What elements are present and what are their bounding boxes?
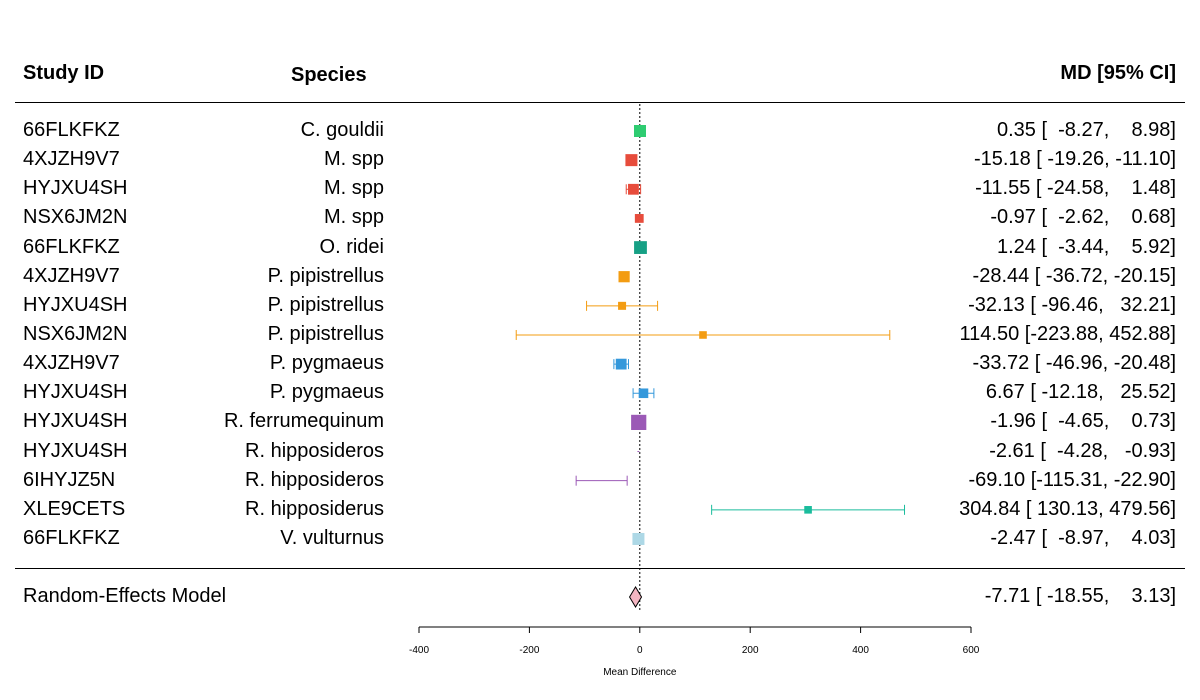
- row-species: V. vulturnus: [280, 526, 384, 549]
- row-ci-text: 6.67 [ -12.18, 25.52]: [985, 381, 1176, 404]
- row-ci-text: 0.35 [ -8.27, 8.98]: [996, 119, 1176, 141]
- header-species: Species: [291, 64, 367, 86]
- row-species: R. ferrumequinum: [223, 410, 384, 433]
- row-species: O. ridei: [319, 235, 384, 258]
- row-species: R. hipposiderus: [245, 497, 384, 520]
- row-species: M. spp: [323, 177, 384, 200]
- row-study-id: NSX6JM2N: [23, 322, 128, 345]
- row-study-id: HYJXU4SH: [23, 381, 128, 404]
- row-species: P. pygmaeus: [269, 352, 384, 375]
- x-tick-label: 600: [963, 645, 980, 656]
- row-ci-text: -11.55 [ -24.58, 1.48]: [975, 177, 1176, 200]
- point-estimate: [804, 506, 812, 514]
- point-estimate: [618, 271, 630, 283]
- header-effect: MD [95% CI]: [1060, 62, 1176, 84]
- row-study-id: 4XJZH9V7: [23, 352, 120, 375]
- row-study-id: 6IHYJZ5N: [23, 468, 116, 491]
- point-estimate: [634, 214, 644, 223]
- row-study-id: XLE9CETS: [23, 497, 126, 520]
- x-tick-label: 200: [742, 645, 759, 656]
- row-species: M. spp: [323, 148, 384, 171]
- point-estimate: [633, 125, 646, 137]
- summary-label: Random-Effects Model: [23, 585, 227, 607]
- point-estimate: [631, 414, 647, 430]
- row-ci-text: -33.72 [ -46.96, -20.48]: [972, 352, 1176, 375]
- summary-rule: [15, 568, 1185, 569]
- point-estimate: [634, 241, 647, 254]
- x-tick-label: -400: [409, 645, 429, 656]
- row-study-id: 4XJZH9V7: [23, 264, 120, 287]
- header-rule: [15, 102, 1185, 103]
- point-estimate: [618, 301, 627, 310]
- header-study-id: Study ID: [23, 62, 105, 84]
- row-study-id: 66FLKFKZ: [23, 526, 120, 549]
- row-study-id: 66FLKFKZ: [23, 235, 120, 258]
- row-study-id: HYJXU4SH: [23, 439, 128, 462]
- row-species: R. hipposideros: [245, 468, 384, 491]
- row-ci-text: -15.18 [ -19.26, -11.10]: [974, 148, 1176, 171]
- row-species: P. pipistrellus: [267, 322, 384, 345]
- row-ci-text: 304.84 [ 130.13, 479.56]: [959, 497, 1176, 520]
- x-tick-label: 0: [637, 645, 643, 656]
- row-study-id: 66FLKFKZ: [23, 119, 120, 141]
- row-ci-text: -32.13 [ -96.46, 32.21]: [968, 293, 1176, 316]
- row-study-id: NSX6JM2N: [23, 206, 128, 229]
- row-ci-text: 1.24 [ -3.44, 5.92]: [996, 235, 1176, 258]
- row-ci-text: -0.97 [ -2.62, 0.68]: [990, 206, 1176, 229]
- summary-ci-text: -7.71 [ -18.55, 3.13]: [984, 585, 1176, 607]
- row-study-id: HYJXU4SH: [23, 293, 128, 316]
- point-estimate: [625, 154, 638, 167]
- row-ci-text: -69.10 [-115.31, -22.90]: [968, 468, 1176, 491]
- point-estimate: [615, 358, 627, 370]
- row-study-id: 4XJZH9V7: [23, 148, 120, 171]
- point-estimate: [638, 388, 649, 399]
- point-estimate: [632, 532, 645, 545]
- x-tick-label: -200: [519, 645, 539, 656]
- row-ci-text: -2.47 [ -8.97, 4.03]: [990, 526, 1176, 549]
- row-species: C. gouldii: [300, 119, 384, 141]
- row-species: P. pipistrellus: [267, 293, 384, 316]
- x-axis-label: Mean Difference: [603, 667, 677, 678]
- point-estimate: [628, 183, 639, 195]
- row-ci-text: -2.61 [ -4.28, -0.93]: [989, 439, 1176, 462]
- row-ci-text: -28.44 [ -36.72, -20.15]: [972, 264, 1176, 287]
- row-species: P. pygmaeus: [269, 381, 384, 404]
- row-study-id: HYJXU4SH: [23, 177, 128, 200]
- row-species: M. spp: [323, 206, 384, 229]
- row-species: R. hipposideros: [245, 439, 384, 462]
- row-ci-text: 114.50 [-223.88, 452.88]: [959, 322, 1176, 345]
- row-study-id: HYJXU4SH: [23, 410, 128, 433]
- x-tick-label: 400: [852, 645, 869, 656]
- point-estimate: [699, 331, 707, 339]
- row-species: P. pipistrellus: [267, 264, 384, 287]
- summary-diamond: [628, 586, 643, 608]
- row-ci-text: -1.96 [ -4.65, 0.73]: [990, 410, 1176, 433]
